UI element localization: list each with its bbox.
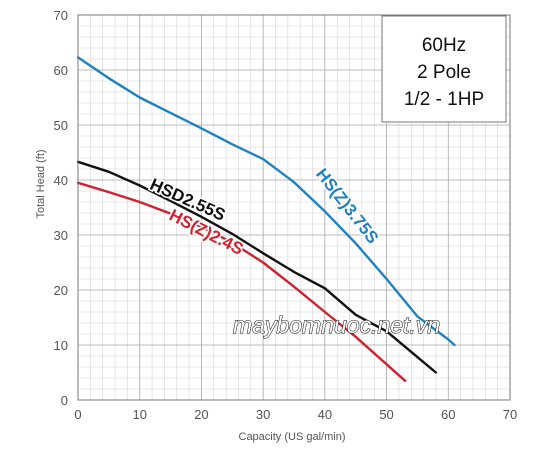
plot-frame — [77, 14, 511, 401]
y-tick-label: 10 — [54, 338, 68, 353]
info-box-frame — [381, 15, 507, 123]
watermark: maybomnuoc.net.vn — [233, 312, 440, 338]
series-line-hsd2-55s — [76, 160, 438, 374]
info-box: 60Hz 2 Pole 1/2 - 1HP — [381, 15, 507, 123]
y-tick-label: 50 — [54, 118, 68, 133]
x-tick-label: 70 — [503, 407, 517, 422]
y-tick-label: 0 — [61, 393, 68, 408]
x-tick-label: 40 — [318, 407, 332, 422]
x-tick-label: 50 — [379, 407, 393, 422]
minor-grid — [78, 15, 510, 400]
info-box-line-poles: 2 Pole — [417, 62, 471, 83]
y-axis-title: Total Head (ft) — [35, 149, 47, 218]
series-layer — [76, 56, 456, 382]
y-tick-label: 30 — [54, 228, 68, 243]
y-tick-label: 70 — [54, 8, 68, 23]
x-axis-title: Capacity (US gal/min) — [239, 431, 346, 443]
y-tick-label: 20 — [54, 283, 68, 298]
axes-layer — [77, 14, 511, 401]
x-tick-label: 10 — [132, 407, 146, 422]
x-tick-label: 20 — [194, 407, 208, 422]
x-tick-label: 60 — [441, 407, 455, 422]
info-box-line-frequency: 60Hz — [422, 35, 466, 56]
x-tick-label: 30 — [256, 407, 270, 422]
x-tick-label: 0 — [74, 407, 81, 422]
info-box-line-power: 1/2 - 1HP — [404, 89, 484, 110]
y-tick-label: 40 — [54, 173, 68, 188]
series-line-hs-z-3-75s — [76, 56, 456, 347]
y-tick-label: 60 — [54, 63, 68, 78]
series-line-hs-z-2-4s — [76, 181, 407, 382]
tick-labels: 0 10 20 30 40 50 60 70 0 10 20 30 40 50 60 70 — [54, 8, 518, 422]
